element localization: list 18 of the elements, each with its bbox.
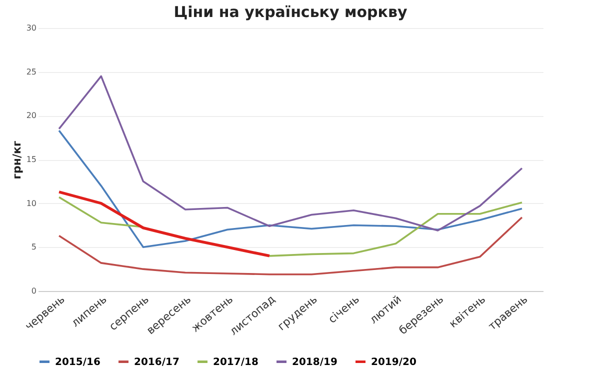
y-tick-label: 15 [26,155,36,164]
y-tick-label: 0 [31,286,36,296]
y-tick-label: 25 [26,67,36,76]
legend-label: 2016/17 [134,356,180,368]
y-tick-label: 10 [26,198,36,208]
line-series [58,130,523,248]
line-series [58,190,271,258]
y-tick-label: 20 [26,111,36,120]
y-axis-title: грн/кг [10,140,24,180]
y-tick-label: 5 [31,242,36,252]
line-series [58,216,523,276]
legend-label: 2015/16 [55,356,100,368]
chart-title: Ціни на українську моркву [174,3,408,21]
line-series [58,75,523,232]
legend-label: 2019/20 [371,356,416,368]
y-tick-label: 30 [26,24,36,32]
legend-label: 2018/19 [292,356,338,368]
legend-label: 2017/18 [213,356,258,368]
